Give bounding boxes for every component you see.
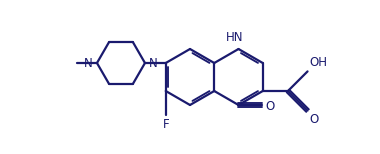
- Text: N: N: [149, 57, 158, 69]
- Text: HN: HN: [226, 31, 243, 44]
- Text: O: O: [265, 101, 274, 113]
- Text: F: F: [162, 118, 169, 131]
- Text: N: N: [84, 57, 93, 69]
- Text: OH: OH: [310, 56, 328, 69]
- Text: O: O: [310, 113, 319, 126]
